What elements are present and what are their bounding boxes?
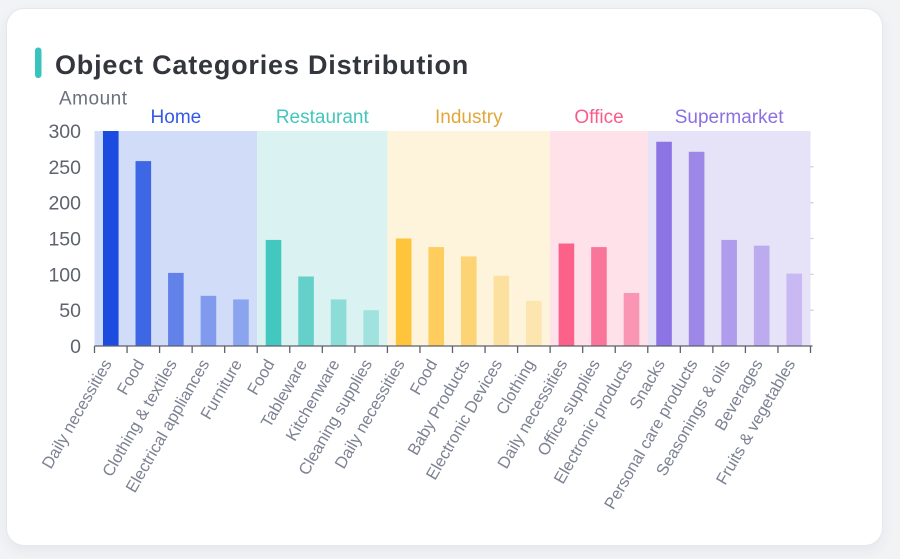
svg-text:150: 150 (48, 229, 81, 251)
svg-text:Restaurant: Restaurant (276, 107, 370, 128)
svg-text:Supermarket: Supermarket (675, 107, 784, 128)
svg-text:300: 300 (48, 121, 81, 143)
svg-text:Food: Food (114, 357, 148, 399)
svg-text:Office: Office (574, 107, 623, 128)
svg-text:Amount: Amount (59, 89, 128, 110)
svg-text:250: 250 (48, 157, 81, 179)
svg-text:Food: Food (244, 357, 278, 399)
svg-text:200: 200 (48, 193, 81, 215)
svg-text:50: 50 (59, 300, 81, 322)
svg-text:Home: Home (151, 107, 202, 128)
svg-text:Daily necessities: Daily necessities (39, 357, 116, 472)
svg-text:Object Categories Distribution: Object Categories Distribution (55, 50, 469, 80)
svg-text:Industry: Industry (435, 107, 503, 128)
svg-text:Food: Food (407, 357, 441, 399)
svg-text:0: 0 (70, 336, 81, 358)
svg-text:100: 100 (48, 264, 81, 286)
